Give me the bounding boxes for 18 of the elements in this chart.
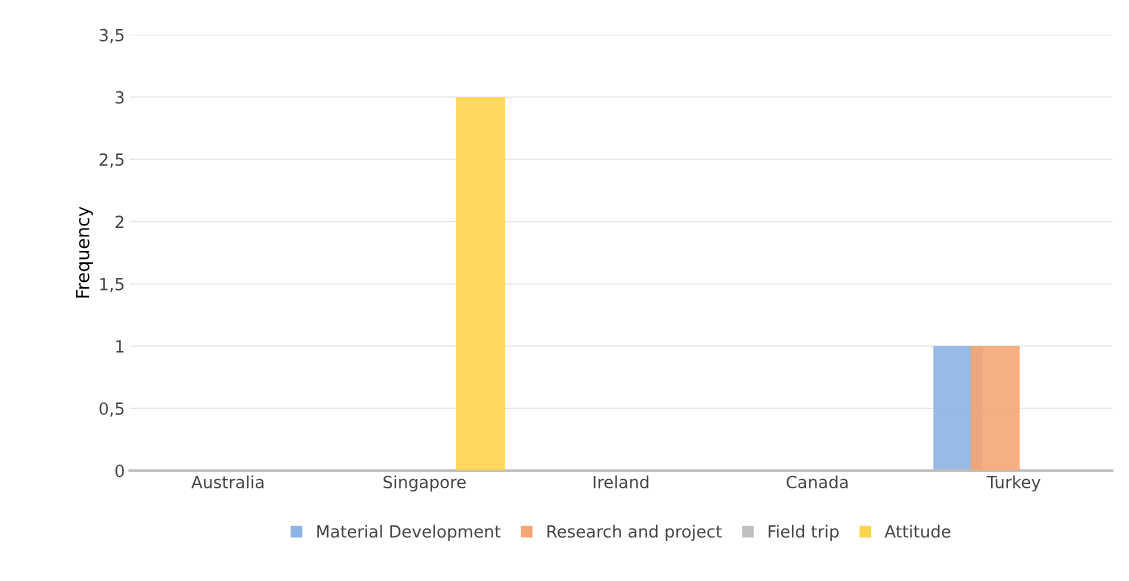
y-tick-label: 2,5 (99, 153, 124, 168)
x-tick-label: Ireland (593, 475, 649, 489)
legend-label: Attitude (884, 524, 951, 538)
y-tick-label: 0,5 (99, 402, 124, 417)
y-tick-label: 2 (115, 215, 124, 228)
y-tick-label: 0 (115, 464, 124, 478)
x-tick-label: Singapore (383, 475, 466, 492)
legend-label: Field trip (768, 524, 839, 541)
x-tick-label: Canada (786, 475, 848, 489)
y-tick-label: 1 (116, 340, 124, 353)
legend-label: Material Development (317, 524, 501, 541)
y-axis-title: Frequency (75, 206, 93, 298)
y-tick-label: 3,5 (99, 28, 124, 44)
y-tick-label: 1,5 (100, 278, 124, 293)
x-tick-label: Turkey (986, 475, 1041, 492)
y-tick-label: 3 (115, 91, 124, 104)
legend-label: Research and project (547, 524, 722, 541)
x-tick-label: Australia (191, 475, 264, 489)
